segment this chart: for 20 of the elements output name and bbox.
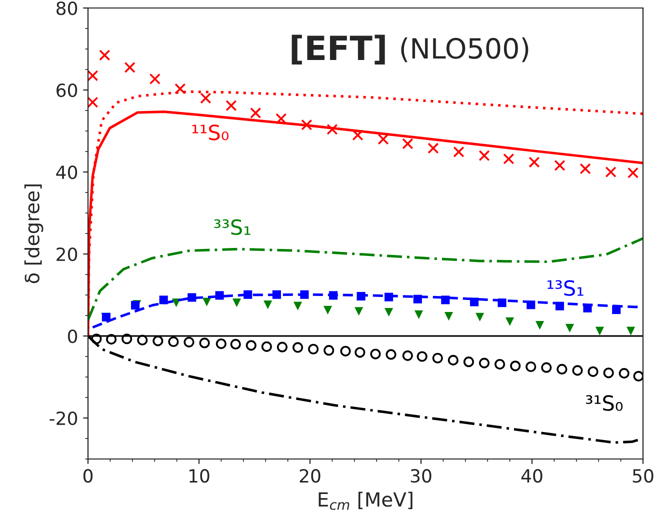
text: (NLO500) <box>401 37 528 62</box>
x-tick-label: 10 <box>189 469 210 483</box>
x-tick-label: 50 <box>632 469 654 483</box>
y-tick-label: 20 <box>56 247 78 262</box>
y-tick-label: 80 <box>56 1 78 16</box>
x-tick-label: 30 <box>410 469 432 483</box>
series-label: ³³S₁ <box>214 219 250 236</box>
text: [EFT] <box>292 34 385 64</box>
x-tick-label: 0 <box>83 469 93 483</box>
x-tick-label: 40 <box>521 469 542 483</box>
y-tick-label: 40 <box>56 165 78 180</box>
x-tick-label: 20 <box>300 469 320 483</box>
series-label: ³¹S₀ <box>586 395 623 411</box>
y-axis-title: δ [degree] <box>24 184 44 284</box>
x-axis-title: E$_{cm}$ [MeV] <box>318 492 412 510</box>
series-label: ¹¹S₀ <box>192 124 229 140</box>
y-tick-label: -20 <box>50 411 78 426</box>
series-label: ¹³S₁ <box>548 280 584 296</box>
y-tick-label: 0 <box>68 329 78 344</box>
y-tick-label: 60 <box>56 83 78 98</box>
